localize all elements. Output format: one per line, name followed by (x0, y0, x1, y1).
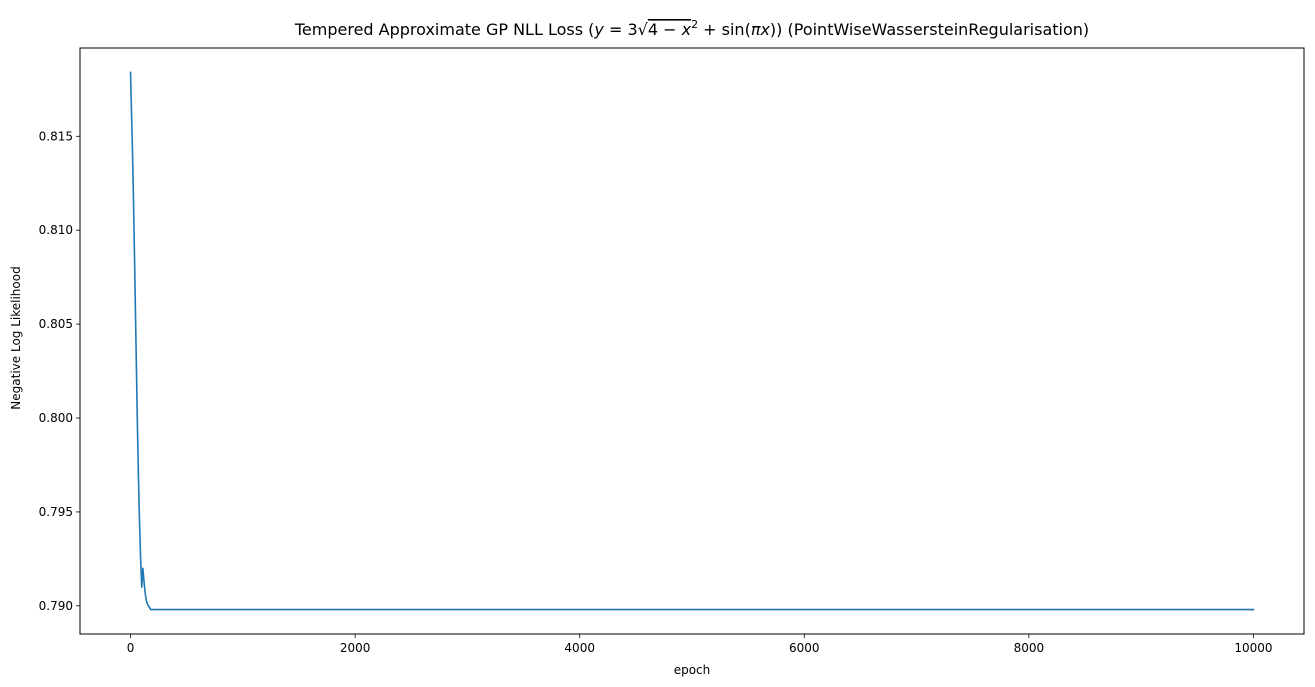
plot-frame (79, 47, 1305, 635)
x-axis-ticks: 0 2000 4000 6000 8000 10000 (127, 634, 1273, 655)
y-tick-label: 0.815 (39, 129, 73, 143)
x-tick-label: 6000 (789, 641, 820, 655)
x-tick-label: 10000 (1234, 641, 1272, 655)
y-tick-label: 0.810 (39, 223, 73, 237)
y-tick-label: 0.795 (39, 505, 73, 519)
x-tick-label: 2000 (340, 641, 371, 655)
series-layer (129, 71, 1255, 611)
y-axis-ticks: 0.790 0.795 0.800 0.805 0.810 0.815 (39, 129, 80, 613)
y-axis-label: Negative Log Likelihood (9, 266, 23, 409)
plot-background (80, 48, 1304, 634)
series-line-0 (129, 71, 1255, 611)
chart-title: Tempered Approximate GP NLL Loss (y = 3√… (294, 18, 1089, 39)
x-axis-label: epoch (674, 663, 711, 677)
y-tick-label: 0.790 (39, 599, 73, 613)
x-tick-label: 8000 (1014, 641, 1045, 655)
x-tick-label: 0 (127, 641, 135, 655)
y-tick-label: 0.800 (39, 411, 73, 425)
plot-area (79, 47, 1305, 635)
x-tick-label: 4000 (564, 641, 595, 655)
y-tick-label: 0.805 (39, 317, 73, 331)
